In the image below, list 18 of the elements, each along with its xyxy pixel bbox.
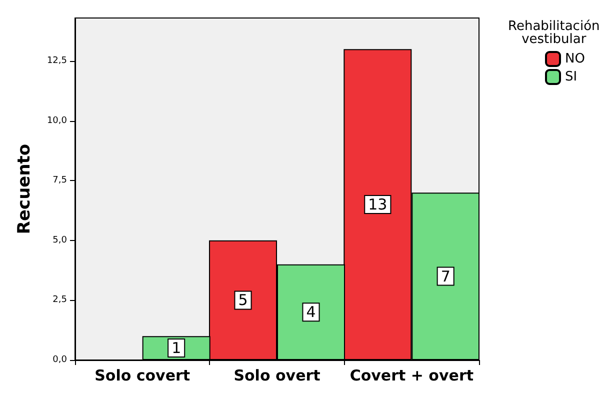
data-label: 4: [306, 303, 316, 322]
y-tick-label: 10,0: [46, 116, 68, 126]
data-label: 1: [172, 339, 182, 358]
data-label: 13: [368, 196, 388, 214]
x-tick-label: Covert + overt: [350, 366, 474, 384]
y-tick-label: 12,5: [46, 56, 67, 66]
legend-label: NO: [565, 52, 585, 66]
legend-label: SI: [565, 70, 578, 84]
y-tick-label: 7,5: [52, 176, 67, 186]
data-label: 5: [238, 291, 248, 310]
legend-title: Rehabilitación vestibular: [508, 19, 600, 47]
x-tick-label: Solo covert: [94, 366, 190, 384]
y-tick-label: 5,0: [52, 235, 68, 246]
x-tick-label: Solo overt: [234, 366, 320, 384]
y-axis-title: Recuento: [14, 144, 34, 234]
y-tick-label: 2,5: [52, 295, 67, 306]
data-label: 7: [440, 267, 450, 286]
y-tick-label: 0,0: [52, 355, 68, 365]
